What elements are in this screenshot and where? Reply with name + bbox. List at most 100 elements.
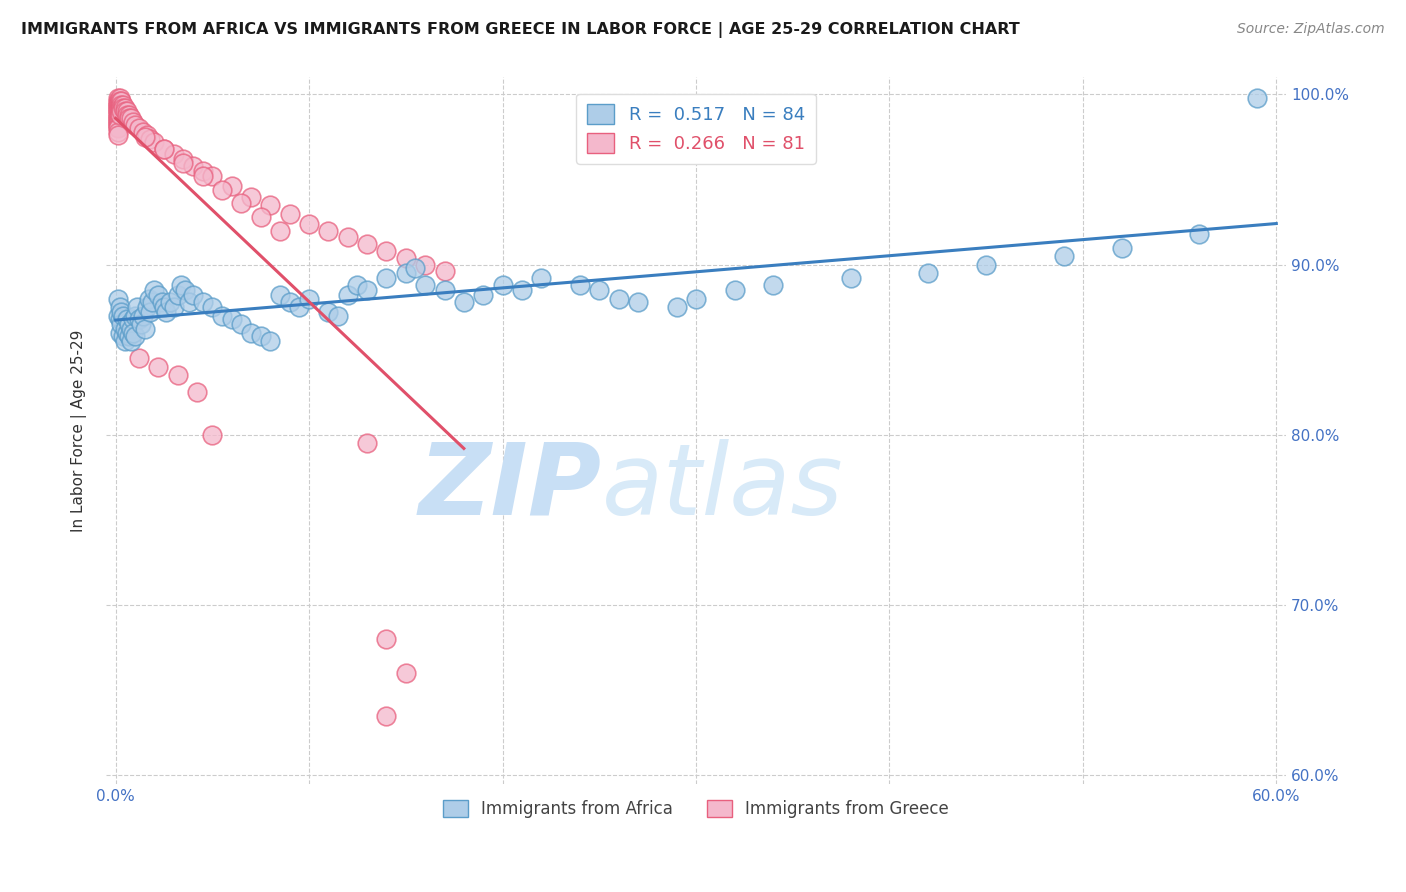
Point	[107, 292, 129, 306]
Point	[118, 108, 141, 122]
Point	[240, 189, 263, 203]
Point	[1188, 227, 1211, 241]
Point	[107, 103, 129, 117]
Point	[1052, 249, 1074, 263]
Point	[110, 104, 132, 119]
Point	[278, 295, 301, 310]
Point	[108, 312, 131, 326]
Point	[107, 110, 129, 124]
Point	[395, 266, 418, 280]
Point	[112, 101, 135, 115]
Point	[395, 666, 418, 681]
Point	[375, 271, 398, 285]
Point	[134, 130, 156, 145]
Point	[120, 322, 142, 336]
Point	[607, 292, 630, 306]
Text: Source: ZipAtlas.com: Source: ZipAtlas.com	[1237, 22, 1385, 37]
Point	[724, 283, 747, 297]
Point	[231, 196, 253, 211]
Point	[974, 258, 997, 272]
Point	[336, 288, 359, 302]
Point	[917, 266, 939, 280]
Point	[356, 436, 378, 450]
Point	[108, 101, 131, 115]
Point	[627, 295, 650, 310]
Point	[405, 261, 427, 276]
Point	[107, 118, 129, 132]
Point	[453, 295, 475, 310]
Point	[568, 278, 591, 293]
Point	[110, 305, 132, 319]
Point	[356, 237, 378, 252]
Point	[211, 309, 233, 323]
Point	[249, 329, 271, 343]
Point	[114, 104, 136, 119]
Point	[107, 125, 129, 139]
Point	[143, 283, 166, 297]
Point	[118, 317, 141, 331]
Point	[110, 97, 132, 112]
Point	[1246, 91, 1268, 105]
Point	[685, 292, 707, 306]
Point	[413, 278, 436, 293]
Point	[413, 258, 436, 272]
Point	[108, 108, 131, 122]
Point	[107, 120, 129, 134]
Point	[110, 101, 132, 115]
Point	[179, 295, 201, 310]
Point	[135, 300, 157, 314]
Point	[107, 95, 129, 109]
Point	[201, 169, 224, 183]
Point	[259, 334, 281, 349]
Point	[124, 309, 146, 323]
Point	[125, 300, 148, 314]
Point	[117, 326, 139, 340]
Point	[221, 179, 243, 194]
Point	[141, 295, 163, 310]
Point	[107, 121, 129, 136]
Point	[163, 147, 186, 161]
Point	[153, 300, 176, 314]
Point	[298, 217, 321, 231]
Text: ZIP: ZIP	[419, 439, 602, 535]
Point	[112, 97, 135, 112]
Point	[326, 309, 349, 323]
Point	[120, 334, 142, 349]
Point	[433, 283, 456, 297]
Point	[122, 326, 145, 340]
Point	[118, 329, 141, 343]
Point	[114, 101, 136, 115]
Point	[166, 288, 188, 302]
Point	[128, 121, 150, 136]
Point	[110, 317, 132, 331]
Point	[117, 108, 139, 122]
Point	[665, 300, 688, 314]
Text: IMMIGRANTS FROM AFRICA VS IMMIGRANTS FROM GREECE IN LABOR FORCE | AGE 25-29 CORR: IMMIGRANTS FROM AFRICA VS IMMIGRANTS FRO…	[21, 22, 1019, 38]
Point	[107, 108, 129, 122]
Point	[1111, 241, 1133, 255]
Point	[221, 312, 243, 326]
Point	[762, 278, 785, 293]
Point	[112, 309, 135, 323]
Point	[138, 292, 160, 306]
Point	[128, 351, 150, 366]
Point	[108, 104, 131, 119]
Point	[375, 708, 398, 723]
Point	[107, 106, 129, 120]
Point	[318, 224, 340, 238]
Point	[839, 271, 862, 285]
Point	[110, 95, 132, 109]
Point	[124, 329, 146, 343]
Point	[259, 198, 281, 212]
Point	[150, 295, 173, 310]
Point	[211, 183, 233, 197]
Point	[128, 312, 150, 326]
Point	[132, 309, 155, 323]
Point	[132, 125, 155, 139]
Point	[108, 91, 131, 105]
Point	[186, 385, 208, 400]
Point	[249, 210, 271, 224]
Point	[108, 95, 131, 109]
Point	[122, 114, 145, 128]
Point	[201, 300, 224, 314]
